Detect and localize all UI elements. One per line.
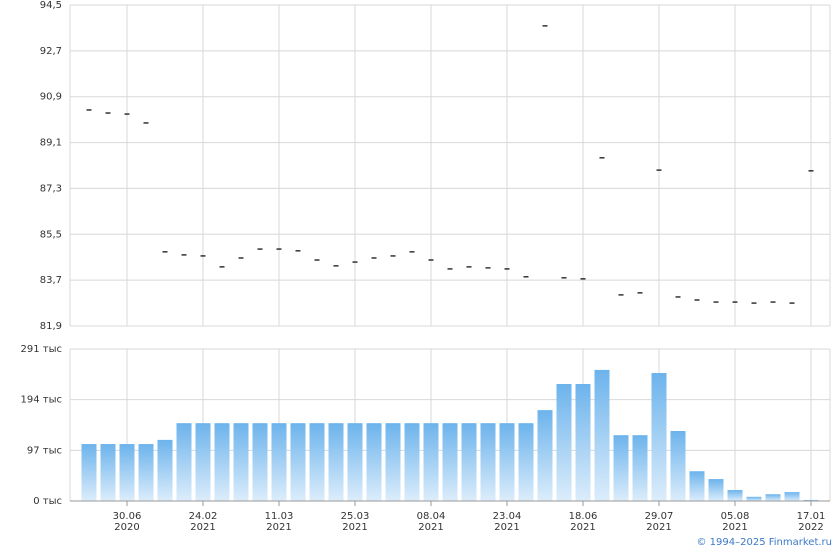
y-tick-label: 83,7 <box>40 275 62 286</box>
volume-bar <box>195 423 211 501</box>
volume-bar <box>214 423 230 501</box>
volume-bar <box>347 423 363 501</box>
volume-bar <box>404 423 420 501</box>
volume-bar <box>499 423 515 501</box>
volume-bar <box>537 410 553 501</box>
x-tick-label: 29.07 2021 <box>645 511 674 533</box>
y-tick-label: 81,9 <box>40 321 62 332</box>
volume-bar <box>233 423 249 501</box>
volume-bar <box>670 431 686 501</box>
y-tick-label: 87,3 <box>40 183 62 194</box>
volume-bar <box>100 444 116 501</box>
y-tick-label: 291 тыс <box>21 344 62 355</box>
volume-bar <box>613 435 629 501</box>
volume-bar <box>480 423 496 501</box>
volume-bar <box>461 423 477 501</box>
volume-bar <box>176 423 192 501</box>
volume-bar <box>366 423 382 501</box>
x-tick-label: 25.03 2021 <box>341 511 370 533</box>
volume-bar <box>81 444 97 501</box>
volume-bar <box>385 423 401 501</box>
volume-bar <box>803 499 819 501</box>
volume-bar <box>328 423 344 501</box>
volume-bar <box>594 369 610 501</box>
x-tick-label: 17.01 2022 <box>797 511 826 533</box>
volume-bar <box>765 494 781 501</box>
volume-bar <box>575 383 591 501</box>
volume-bar <box>708 479 724 501</box>
y-tick-label: 89,1 <box>40 138 62 149</box>
volume-bar <box>651 373 667 501</box>
x-tick-label: 08.04 2021 <box>417 511 446 533</box>
x-tick-label: 30.06 2020 <box>113 511 142 533</box>
y-tick-label: 0 тыс <box>33 496 62 507</box>
volume-bar <box>784 492 800 501</box>
volume-bar <box>252 423 268 501</box>
volume-bar <box>271 423 287 501</box>
y-tick-label: 94,5 <box>40 0 62 11</box>
volume-bar <box>119 444 135 501</box>
volume-bar <box>518 423 534 501</box>
volume-bar <box>727 490 743 501</box>
x-tick-label: 23.04 2021 <box>493 511 522 533</box>
volume-bar <box>290 423 306 501</box>
volume-bar <box>309 423 325 501</box>
y-tick-label: 92,7 <box>40 46 62 57</box>
footer-link[interactable]: © 1994–2025 Finmarket.ru <box>696 537 832 548</box>
volume-bar <box>689 471 705 501</box>
y-tick-label: 85,5 <box>40 229 62 240</box>
x-tick-label: 11.03 2021 <box>265 511 294 533</box>
y-tick-label: 90,9 <box>40 92 62 103</box>
x-tick-label: 24.02 2021 <box>189 511 218 533</box>
y-tick-label: 194 тыс <box>21 395 62 406</box>
y-tick-label: 97 тыс <box>27 445 62 456</box>
volume-bar <box>138 444 154 501</box>
volume-bar <box>746 496 762 501</box>
x-tick-label: 05.08 2021 <box>721 511 750 533</box>
volume-bar <box>157 439 173 501</box>
volume-bar <box>442 423 458 501</box>
volume-bar <box>632 435 648 501</box>
x-tick-label: 18.06 2021 <box>569 511 598 533</box>
volume-bar <box>423 423 439 501</box>
volume-bar <box>556 383 572 501</box>
